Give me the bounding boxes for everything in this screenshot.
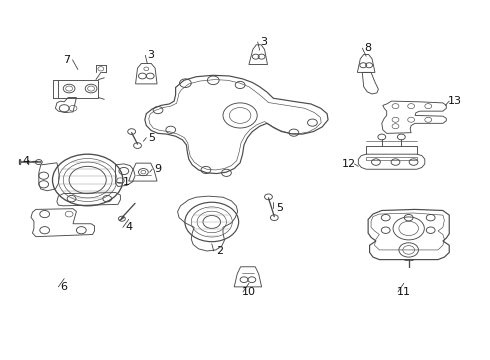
Text: 13: 13	[448, 96, 462, 106]
Text: 11: 11	[397, 287, 411, 297]
Text: 3: 3	[147, 50, 155, 60]
Text: 6: 6	[61, 282, 68, 292]
Text: 7: 7	[63, 55, 70, 65]
Text: 4: 4	[125, 222, 132, 232]
Text: 12: 12	[342, 159, 356, 169]
Text: 8: 8	[365, 43, 372, 53]
Text: 2: 2	[216, 246, 223, 256]
Bar	[366, 157, 417, 160]
Text: 9: 9	[154, 164, 162, 174]
Text: 10: 10	[242, 287, 256, 297]
Text: 5: 5	[148, 133, 156, 143]
Text: 5: 5	[276, 203, 283, 213]
Bar	[58, 80, 98, 98]
Text: 4: 4	[23, 156, 30, 166]
Text: 1: 1	[123, 177, 130, 187]
Text: 3: 3	[260, 37, 267, 47]
